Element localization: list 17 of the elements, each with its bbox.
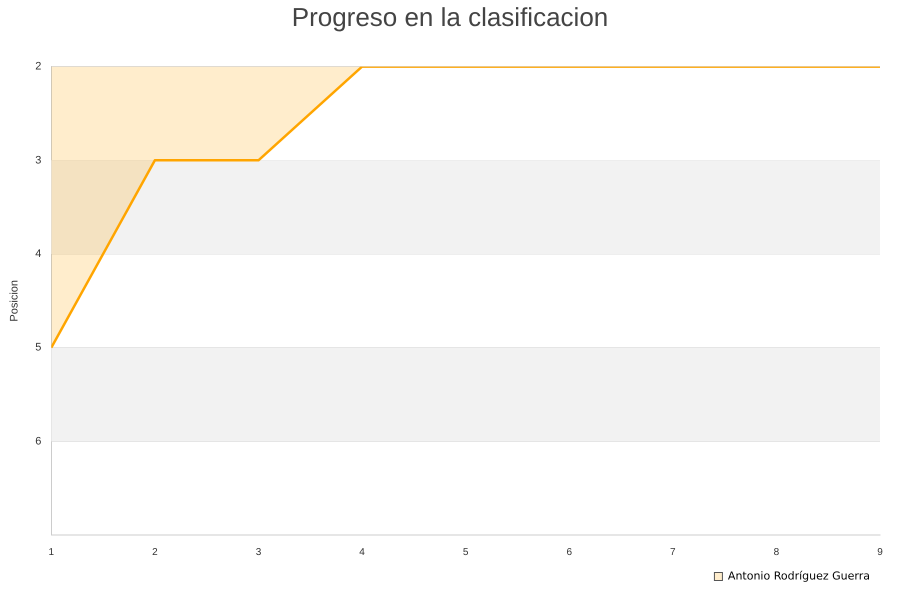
y-tick-label: 2 (35, 60, 42, 73)
legend-label: Antonio Rodríguez Guerra (728, 569, 870, 582)
x-tick-label: 3 (256, 546, 262, 558)
x-tick-label: 7 (670, 546, 676, 558)
chart-title: Progreso en la clasificacion (290, 2, 610, 34)
x-tick-label: 6 (566, 546, 572, 558)
y-tick-label: 5 (35, 342, 42, 354)
x-tick-label: 4 (359, 546, 366, 558)
x-tick-label: 8 (774, 546, 780, 558)
y-tick-label: 3 (35, 154, 42, 166)
x-tick-label: 2 (152, 546, 158, 558)
y-axis-title: Posicion (8, 280, 21, 322)
x-tick-label: 5 (462, 546, 469, 558)
y-tick-label: 4 (35, 248, 42, 260)
x-tick-label: 1 (48, 546, 55, 558)
y-tick-label: 6 (35, 435, 42, 448)
x-tick-label: 9 (877, 546, 884, 558)
